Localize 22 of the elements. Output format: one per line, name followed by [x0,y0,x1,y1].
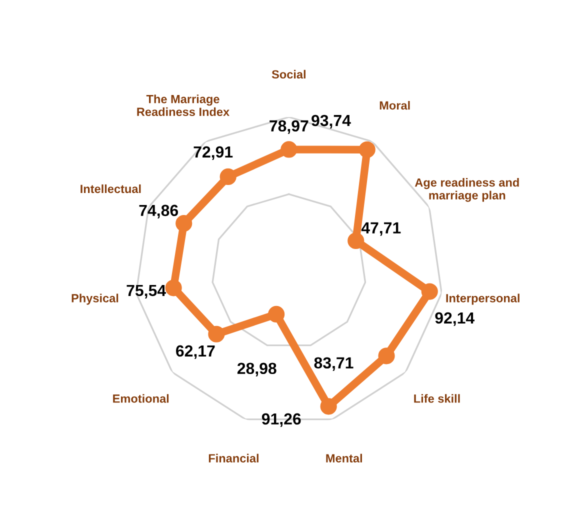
text: 28,98 [237,362,276,376]
text: 74,86 [139,204,178,218]
spoke-label: Mental [326,454,362,462]
spoke-label: The Marriage Readiness Index [137,94,230,116]
text: 75,54 [126,285,166,298]
spoke-label: Financial [208,454,258,462]
text: 72,91 [194,146,233,160]
text: 83,71 [314,357,354,371]
spoke-label: Social [272,70,306,79]
text: 78,97 [270,120,308,134]
spoke-label: Moral [380,100,410,110]
text: 92,14 [435,312,475,326]
text: 93,74 [312,114,351,128]
spoke-label: Physical [72,294,118,305]
spoke-label: Age readiness and marriage plan [414,178,519,202]
spoke-label: Intellectual [80,184,141,194]
spoke-label: Emotional [113,394,169,403]
text: 47,71 [361,222,401,236]
text: 62,17 [176,345,215,359]
spoke-label: Interpersonal [446,294,520,305]
text: 91,26 [262,413,301,427]
spoke-label: Life skill [414,394,460,403]
